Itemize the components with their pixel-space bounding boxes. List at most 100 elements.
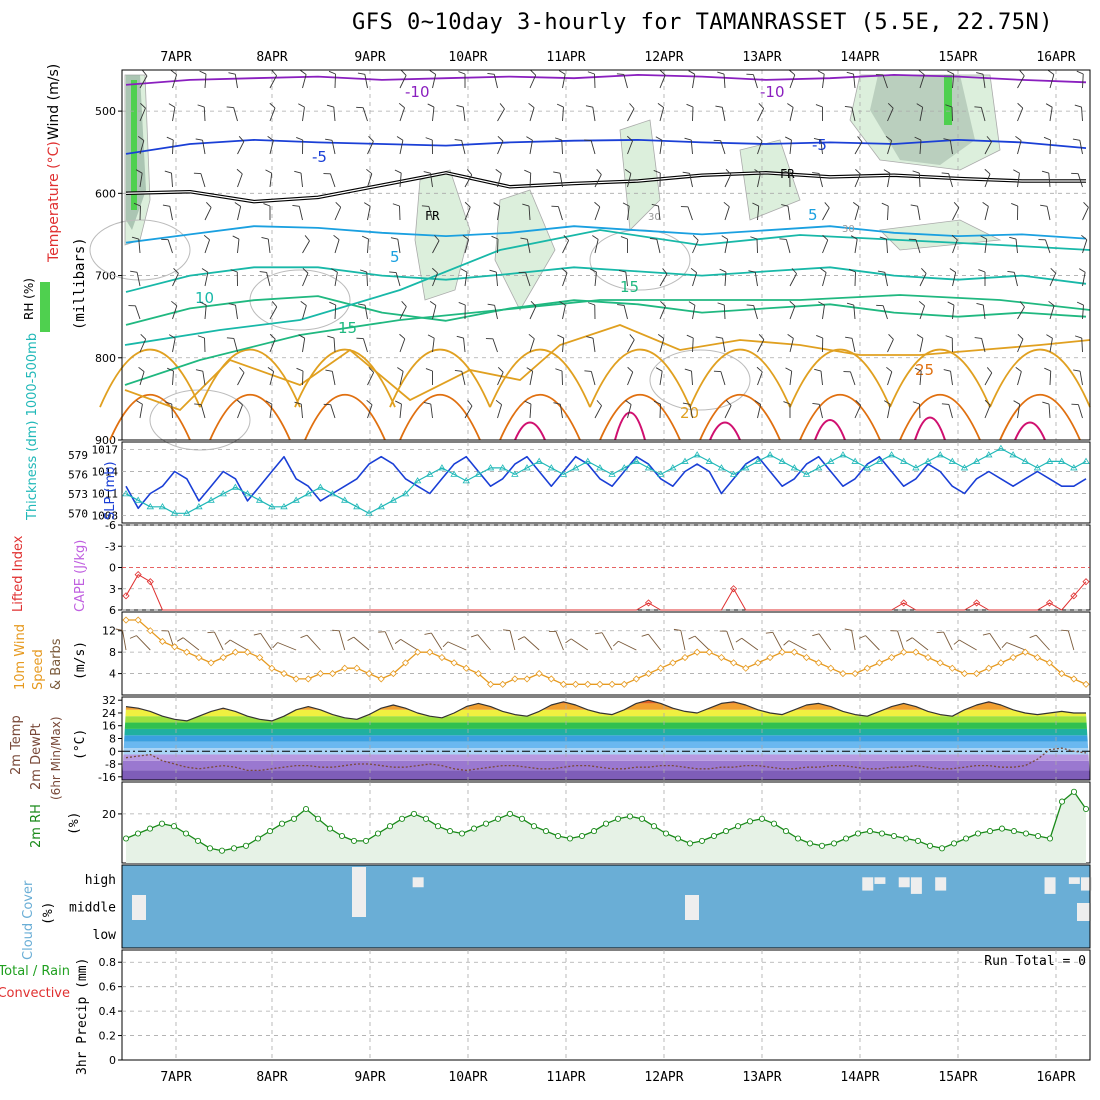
upper-air-wind-barb-319-flag [754, 400, 761, 405]
date-label-top-5: 12APR [644, 50, 683, 65]
wind10-barb-6 [176, 637, 200, 651]
upper-air-wind-barb-2-flag [199, 70, 207, 75]
upper-air-wind-barb-225-shaft [623, 305, 628, 320]
thickness-point-28 [462, 477, 470, 484]
upper-air-wind-barb-236-flag [976, 303, 984, 306]
isotherm-20-arc-6 [689, 348, 791, 408]
isotherm-20-arc-2 [294, 348, 396, 408]
upper-air-wind-barb-218 [399, 301, 407, 320]
upper-air-wind-barb-133 [551, 205, 563, 221]
upper-air-wind-barb-212 [199, 301, 207, 320]
upper-air-wind-barb-34 [269, 102, 276, 122]
upper-air-wind-barb-294 [914, 367, 922, 386]
upper-air-wind-barb-105-shaft [627, 173, 632, 188]
upper-air-wind-barb-49-flag [758, 103, 764, 109]
chart-title: GFS 0~10day 3-hourly for TAMANRASSET (5.… [352, 10, 1054, 35]
upper-air-wind-barb-317-shaft [689, 404, 693, 419]
upper-air-wind-barb-213 [228, 303, 238, 320]
upper-air-wind-barb-138-shaft [724, 206, 730, 221]
isotherm-30-arc-3 [814, 419, 846, 441]
rh2m-point-7 [206, 845, 214, 852]
upper-air-wind-barb-214-shaft [269, 306, 278, 320]
upper-air-wind-barb-1-flag [170, 69, 177, 75]
upper-air-wind-barb-175 [951, 234, 958, 254]
thickness-point-62 [875, 457, 884, 464]
upper-air-wind-barb-310-flag [467, 400, 473, 407]
wind10-barb-14 [272, 642, 297, 651]
upper-air-wind-barb-114-flag [912, 170, 920, 174]
upper-air-wind-barb-105 [624, 169, 632, 188]
wind10-barb-24-shaft [400, 639, 418, 651]
upper-air-wind-barb-161 [491, 235, 499, 254]
upper-air-wind-barb-174-shaft [915, 239, 921, 254]
upper-air-wind-barb-102-flag [524, 169, 531, 174]
upper-air-wind-barb-52-shaft [851, 107, 856, 122]
rh2m-point-21 [374, 830, 382, 837]
upper-air-wind-barb-50-flag [787, 103, 794, 108]
slp-ytick-2: 1011 [92, 488, 119, 501]
upper-air-wind-barb-275 [296, 367, 304, 386]
wind10-barb-6-shaft [182, 637, 200, 651]
upper-air-wind-barb-262 [845, 336, 856, 353]
upper-air-wind-barb-170-flag [779, 238, 787, 240]
upper-air-wind-barb-144-flag [910, 204, 918, 207]
upper-air-wind-barb-6-flag [328, 70, 336, 75]
isotherm--5 [125, 138, 1087, 155]
rh2m-point-36 [554, 832, 562, 840]
upper-air-wind-barb-162 [520, 237, 531, 254]
upper-air-wind-barb-82 [854, 136, 863, 155]
upper-air-wind-barb-263-flag [888, 333, 894, 340]
upper-air-wind-barb-47-flag [686, 103, 694, 108]
upper-air-wind-barb-229-shaft [753, 305, 758, 320]
upper-air-wind-barb-66-flag [325, 138, 333, 141]
upper-air-wind-barb-20-shaft [789, 74, 796, 89]
upper-air-wind-barb-15-shaft [623, 74, 628, 89]
upper-air-wind-barb-256 [657, 333, 665, 353]
upper-air-wind-barb-312-shaft [529, 404, 532, 419]
upper-air-wind-barb-328-flag [1042, 401, 1050, 405]
wind10-barb-16 [300, 634, 321, 651]
upper-air-wind-barb-119 [1071, 172, 1083, 188]
rh2m-point-24 [410, 810, 418, 817]
wind10-point-71 [985, 664, 993, 672]
upper-air-wind-barb-3-flag [228, 72, 236, 75]
upper-air-wind-barb-118 [1041, 170, 1051, 188]
upper-air-wind-barb-292-shaft [850, 371, 856, 386]
upper-air-wind-barb-183-flag [230, 269, 238, 273]
upper-air-wind-barb-255 [627, 334, 635, 353]
isotherm-25-arc-1 [209, 394, 291, 441]
upper-air-wind-barb-245-shaft [302, 338, 306, 353]
wind10-point-62 [875, 659, 883, 667]
upper-air-wind-barb-181-shaft [172, 273, 179, 287]
upper-air-wind-barb-200-flag [791, 268, 797, 274]
contour-label-m10b: -10 [760, 83, 785, 101]
precip-ylabel: 3hr Precip (mm) [75, 958, 90, 1075]
upper-air-wind-barb-274-shaft [269, 371, 275, 386]
upper-air-wind-barb-193-flag [561, 267, 568, 274]
thickness-point-74 [1021, 457, 1029, 464]
rh2m-point-58 [818, 842, 826, 849]
upper-air-wind-barb-120 [133, 202, 141, 221]
upper-air-wind-barb-203-shaft [884, 272, 888, 287]
upper-air-wind-barb-256-flag [657, 333, 665, 339]
upper-air-wind-barb-2 [199, 70, 207, 89]
wind10-point-68 [948, 664, 956, 672]
date-label-top-0: 7APR [160, 50, 191, 65]
upper-air-wind-barb-309-flag [423, 402, 431, 405]
upper-air-wind-barb-169 [750, 236, 758, 254]
upper-air-wind-barb-287-shaft [691, 371, 693, 386]
upper-air-wind-barb-67-shaft [367, 141, 374, 155]
wind10-ytick-0: 12 [102, 625, 116, 638]
thickness-point-53 [766, 451, 774, 458]
wind10-barb-10-flag [224, 639, 231, 645]
wind10-barb-44 [641, 633, 662, 651]
upper-air-wind-barb-259 [757, 334, 765, 353]
cloud-ytick-2: low [93, 928, 117, 943]
thickness-point-6 [195, 503, 203, 510]
upper-air-wind-barb-242-flag [197, 335, 205, 339]
temp2m-ytick-3: 8 [109, 733, 116, 746]
thickness-point-0 [122, 490, 130, 497]
lifted-index-point-64 [900, 599, 908, 607]
wind10-point-27 [450, 659, 458, 667]
isotherm-20-arc-0 [99, 348, 201, 408]
